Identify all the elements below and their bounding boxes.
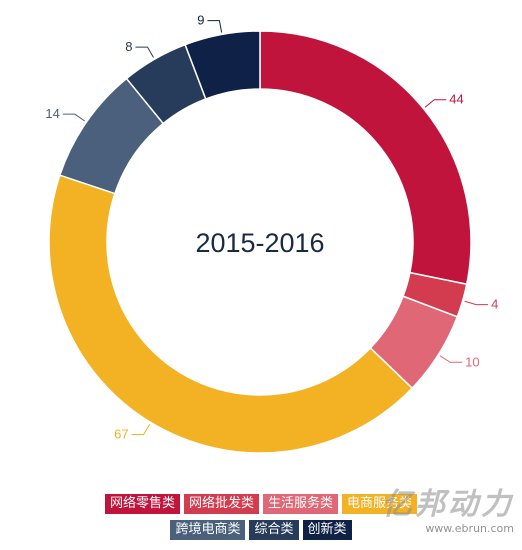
slice-leader-1	[424, 99, 447, 108]
legend-item-4: 电商服务类	[342, 494, 418, 514]
legend-item-1: 网络零售类	[104, 494, 180, 514]
slice-value-label-7: 9	[197, 13, 204, 28]
legend-item-6: 综合类	[249, 520, 299, 540]
donut-slices	[48, 30, 472, 454]
slice-leader-5	[62, 113, 85, 122]
slice-7	[184, 30, 261, 100]
legend-item-3: 生活服务类	[263, 494, 339, 514]
legend-row-1: 网络零售类 网络批发类 生活服务类 电商服务类	[0, 494, 522, 514]
slice-value-label-5: 14	[45, 106, 59, 121]
slice-leader-3	[439, 355, 463, 363]
slice-value-label-4: 67	[114, 427, 128, 442]
slice-value-label-2: 4	[491, 297, 498, 312]
slice-value-label-6: 8	[125, 39, 132, 54]
slice-leader-7	[207, 20, 223, 33]
slice-value-label-3: 10	[465, 354, 479, 369]
legend-item-7: 创新类	[302, 520, 352, 540]
slice-4	[48, 174, 414, 454]
legend-item-5: 跨境电商类	[170, 520, 246, 540]
slice-leader-4	[131, 424, 151, 436]
legend-item-2: 网络批发类	[183, 494, 259, 514]
chart-title: 2015-2016	[195, 228, 324, 258]
legend: 网络零售类 网络批发类 生活服务类 电商服务类 跨境电商类 综合类 创新类	[0, 494, 522, 546]
slice-leader-2	[464, 300, 489, 306]
slice-leader-6	[135, 46, 154, 58]
legend-row-2: 跨境电商类 综合类 创新类	[0, 520, 522, 540]
slice-value-label-1: 44	[449, 92, 463, 107]
